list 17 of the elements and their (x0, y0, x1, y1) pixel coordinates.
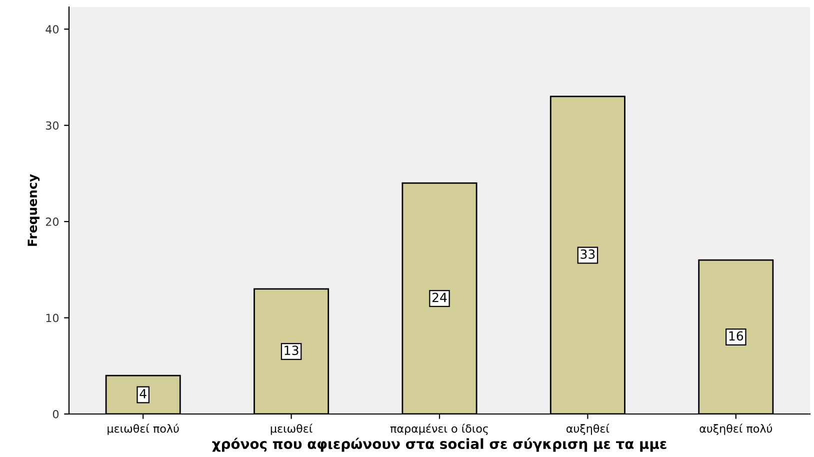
y-tick-label: 40 (46, 25, 59, 34)
data-label: 13 (284, 346, 298, 356)
data-label: 16 (729, 331, 744, 341)
x-axis-title: χρόνος που αφιερώνουν στα social σε σύγκριση με τα μμε (212, 438, 666, 452)
x-tick-label: αυξηθεί (566, 424, 610, 435)
x-tick-label: μειωθεί πολύ (108, 424, 179, 435)
y-tick-label: 30 (46, 121, 59, 130)
y-tick-label: 10 (46, 314, 59, 322)
x-tick-label: παραμένει ο ίδιος (390, 424, 488, 435)
data-label: 33 (580, 249, 595, 259)
x-tick-label: αυξηθεί πολύ (700, 424, 772, 435)
data-label: 4 (140, 389, 146, 398)
x-tick-label: μειωθεί (270, 424, 312, 435)
data-label: 24 (432, 292, 447, 302)
y-axis-title: Frequency (28, 174, 40, 246)
y-tick-label: 20 (46, 218, 59, 226)
y-tick-label: 0 (52, 410, 59, 418)
